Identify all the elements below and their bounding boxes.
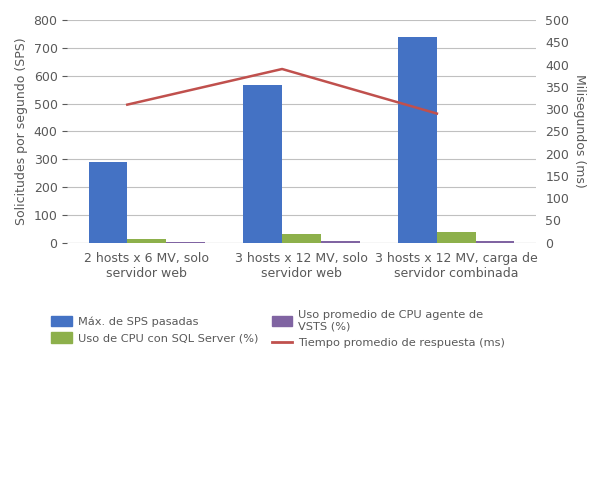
Bar	[282, 234, 321, 243]
Bar	[437, 232, 475, 243]
Bar	[321, 242, 359, 243]
Legend: Máx. de SPS pasadas, Uso de CPU con SQL Server (%), Uso promedio de CPU agente d: Máx. de SPS pasadas, Uso de CPU con SQL …	[46, 304, 510, 354]
Y-axis label: Milisegundos (ms): Milisegundos (ms)	[573, 74, 586, 188]
Bar	[475, 242, 514, 243]
Bar	[127, 239, 166, 243]
Y-axis label: Solicitudes por segundo (SPS): Solicitudes por segundo (SPS)	[15, 37, 28, 225]
Bar	[88, 162, 127, 243]
Bar	[243, 85, 282, 243]
Bar	[398, 37, 437, 243]
